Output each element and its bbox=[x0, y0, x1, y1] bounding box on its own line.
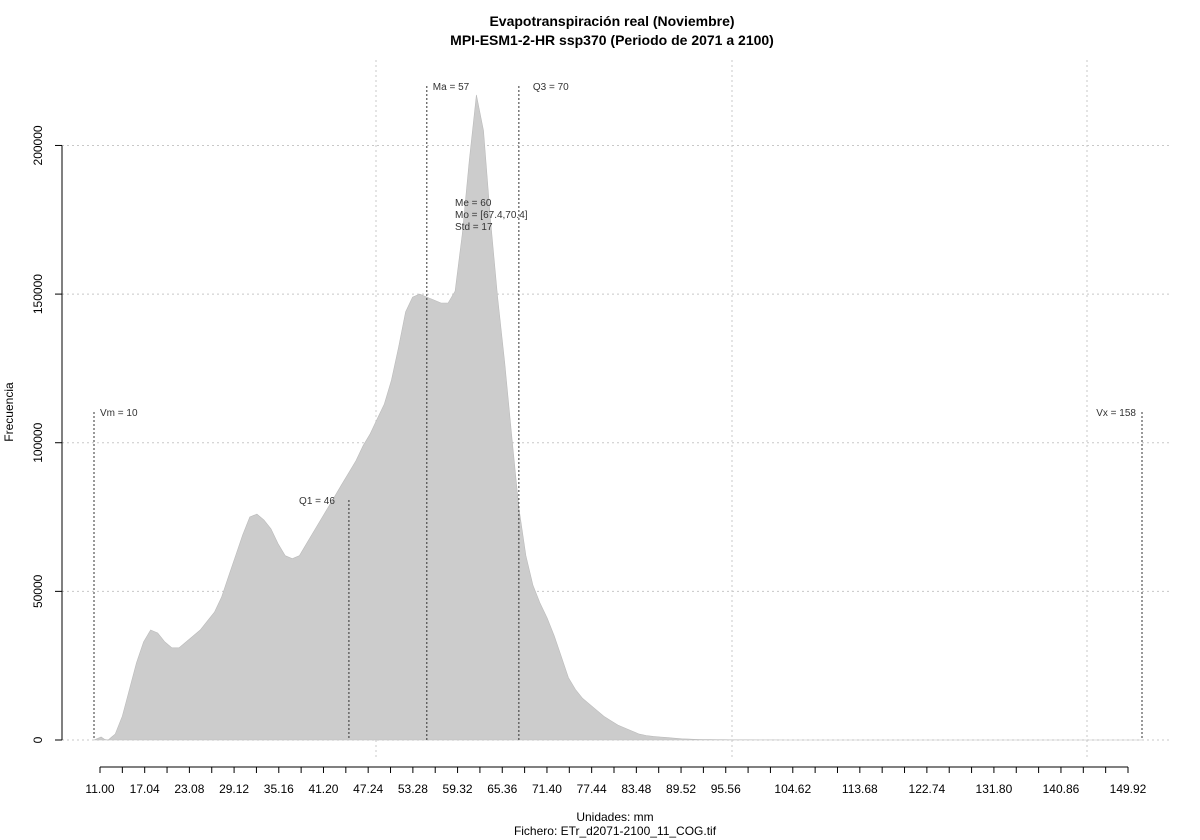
q3-label: Q3 = 70 bbox=[533, 82, 569, 93]
vm-label: Vm = 10 bbox=[100, 408, 138, 419]
x-tick-label: 59.32 bbox=[443, 782, 473, 796]
chart-subtitle: MPI-ESM1-2-HR ssp370 (Periodo de 2071 a … bbox=[450, 32, 774, 48]
grid-lines bbox=[62, 60, 1170, 760]
x-tick-label: 149.92 bbox=[1110, 782, 1147, 796]
x-tick-label: 17.04 bbox=[130, 782, 160, 796]
y-tick-label: 50000 bbox=[31, 574, 45, 608]
density-fill bbox=[93, 94, 1142, 741]
q1-label: Q1 = 46 bbox=[299, 496, 335, 507]
x-tick-label: 53.28 bbox=[398, 782, 428, 796]
x-tick-label: 71.40 bbox=[532, 782, 562, 796]
x-tick-label: 140.86 bbox=[1043, 782, 1080, 796]
y-tick-label: 100000 bbox=[31, 422, 45, 462]
chart-title: Evapotranspiración real (Noviembre) bbox=[489, 13, 734, 29]
x-tick-label: 23.08 bbox=[174, 782, 204, 796]
x-tick-label: 77.44 bbox=[577, 782, 607, 796]
x-tick-label: 47.24 bbox=[353, 782, 383, 796]
x-tick-label: 113.68 bbox=[842, 782, 878, 796]
x-tick-label: 95.56 bbox=[711, 782, 741, 796]
x-tick-label: 83.48 bbox=[621, 782, 651, 796]
vx-label: Vx = 158 bbox=[1096, 408, 1136, 419]
x-tick-label: 89.52 bbox=[666, 782, 696, 796]
stat-lines: Vm = 10 Q1 = 46 Ma = 57 Q3 = 70 Vx = 158 Me =… bbox=[93, 82, 1143, 740]
x-tick-label: 65.36 bbox=[487, 782, 517, 796]
density-area bbox=[93, 94, 1142, 741]
y-tick-label: 0 bbox=[31, 736, 45, 743]
y-tick-label: 200000 bbox=[31, 125, 45, 165]
y-tick-label: 150000 bbox=[31, 274, 45, 314]
x-tick-label: 122.74 bbox=[909, 782, 946, 796]
x-tick-label: 41.20 bbox=[308, 782, 338, 796]
x-axis-label: Unidades: mm bbox=[576, 810, 653, 824]
stats-label: Mo = [67.4,70.4] bbox=[455, 210, 528, 221]
stats-label: Me = 60 bbox=[455, 198, 492, 209]
ma-label: Ma = 57 bbox=[433, 82, 470, 93]
stats-label: Std = 17 bbox=[455, 222, 493, 233]
x-tick-label: 131.80 bbox=[976, 782, 1013, 796]
axes: 0 50000 100000 150000 200000 11.00 17.04 23.08 2… bbox=[31, 125, 1147, 796]
x-tick-label: 11.00 bbox=[85, 782, 114, 796]
x-tick-label: 29.12 bbox=[219, 782, 249, 796]
x-tick-label: 104.62 bbox=[774, 782, 811, 796]
x-tick-label: 35.16 bbox=[264, 782, 294, 796]
file-label: Fichero: ETr_d2071-2100_11_COG.tif bbox=[514, 824, 717, 838]
y-axis-label: Frecuencia bbox=[2, 382, 16, 442]
